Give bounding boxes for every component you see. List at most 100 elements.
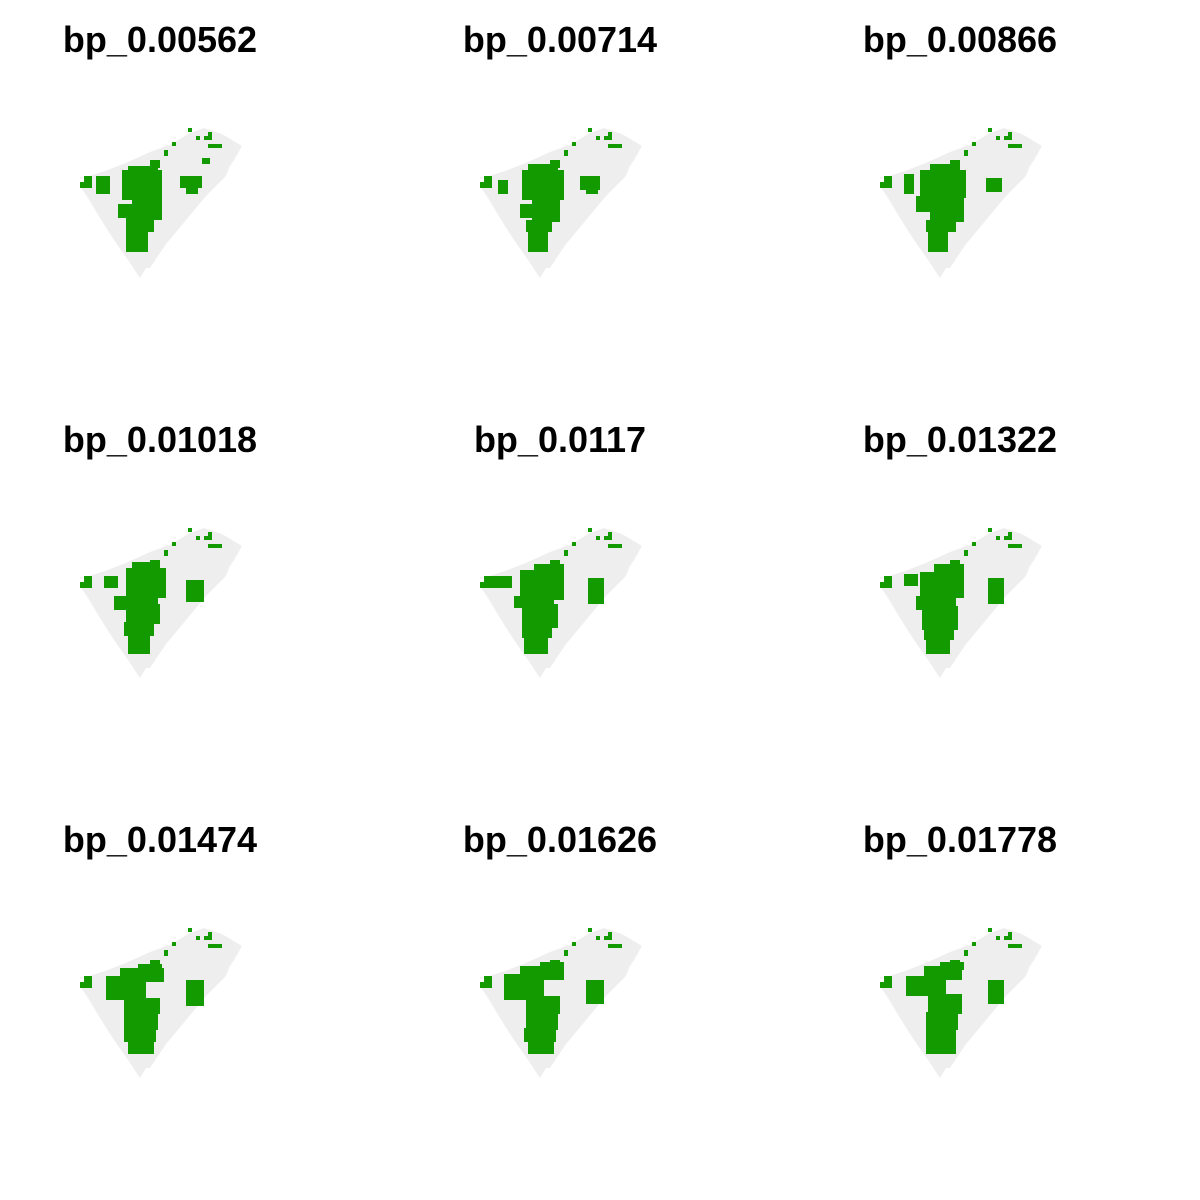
study-region (480, 528, 642, 678)
distribution-map (880, 128, 1042, 278)
presence-patch (132, 196, 162, 220)
presence-patch (988, 928, 992, 932)
distribution-map (80, 528, 242, 678)
presence-patch (934, 564, 964, 574)
presence-patch (588, 928, 592, 932)
map-panel-1: bp_0.00562 (0, 0, 400, 400)
presence-patch (480, 582, 492, 588)
map-panel-2: bp_0.00714 (400, 0, 800, 400)
presence-patch (588, 528, 592, 532)
presence-patch (172, 942, 176, 946)
presence-patch (964, 550, 968, 556)
presence-patch (126, 568, 166, 598)
presence-patch (124, 1012, 158, 1030)
presence-patch (596, 136, 600, 140)
presence-patch (884, 576, 892, 582)
presence-patch (104, 576, 118, 588)
presence-patch (202, 158, 210, 164)
distribution-map (80, 928, 242, 1078)
presence-patch (80, 182, 92, 188)
presence-cells (80, 528, 222, 654)
presence-patch (132, 562, 160, 570)
presence-patch (880, 582, 892, 588)
map-panel-6: bp_0.01322 (800, 400, 1200, 800)
presence-patch (996, 136, 1000, 140)
presence-patch (930, 196, 964, 222)
presence-patch (604, 936, 612, 940)
presence-patch (1004, 136, 1012, 140)
presence-patch (964, 950, 968, 956)
presence-patch (572, 942, 576, 946)
presence-patch (528, 1040, 554, 1054)
presence-patch (988, 578, 1004, 604)
study-region (480, 128, 642, 278)
presence-patch (188, 928, 192, 932)
presence-patch (188, 128, 192, 132)
presence-patch (498, 180, 508, 194)
presence-cells (80, 928, 222, 1054)
distribution-map (880, 528, 1042, 678)
presence-patch (118, 204, 136, 218)
presence-patch (926, 1040, 956, 1054)
presence-patch (880, 982, 892, 988)
presence-patch (608, 132, 612, 136)
presence-patch (80, 982, 92, 988)
distribution-map (480, 928, 642, 1078)
panel-title: bp_0.00562 (62, 19, 258, 60)
presence-patch (540, 962, 564, 970)
presence-patch (186, 186, 198, 194)
presence-patch (920, 170, 966, 198)
study-region-edge (146, 546, 242, 668)
presence-patch (528, 232, 548, 252)
presence-patch (608, 932, 612, 936)
study-region-edge (546, 146, 642, 268)
presence-patch (940, 962, 964, 970)
presence-patch (186, 580, 204, 602)
presence-patch (1008, 532, 1012, 536)
presence-patch (564, 550, 568, 556)
presence-cells (480, 528, 622, 654)
presence-patch (124, 998, 160, 1014)
presence-patch (208, 532, 212, 536)
presence-patch (520, 570, 564, 600)
presence-patch (586, 188, 598, 194)
presence-patch (904, 574, 918, 586)
presence-patch (138, 964, 162, 972)
presence-patch (204, 136, 212, 140)
presence-patch (126, 604, 160, 624)
presence-patch (528, 164, 558, 172)
presence-patch (196, 136, 200, 140)
presence-patch (484, 176, 492, 182)
map-panel-7: bp_0.01474 (0, 800, 400, 1200)
presence-patch (80, 582, 92, 588)
panel-title: bp_0.01626 (462, 819, 658, 860)
presence-patch (126, 218, 154, 232)
presence-patch (1008, 132, 1012, 136)
panel-title: bp_0.01322 (862, 419, 1058, 460)
presence-patch (564, 150, 568, 156)
study-region (80, 928, 242, 1078)
presence-patch (1004, 936, 1012, 940)
presence-patch (480, 182, 492, 188)
presence-cells (880, 528, 1022, 654)
study-region-edge (946, 546, 1042, 668)
presence-patch (926, 220, 956, 232)
presence-patch (84, 976, 92, 982)
presence-patch (96, 176, 110, 194)
presence-patch (988, 980, 1004, 1004)
panel-title: bp_0.0117 (473, 419, 647, 460)
presence-patch (926, 1028, 956, 1042)
presence-patch (128, 634, 150, 654)
presence-patch (164, 550, 168, 556)
study-region-edge (546, 546, 642, 668)
presence-patch (524, 1028, 556, 1042)
presence-patch (972, 142, 976, 146)
map-panel-9: bp_0.01778 (800, 800, 1200, 1200)
presence-patch (522, 624, 552, 638)
presence-patch (172, 542, 176, 546)
map-panel-4: bp_0.01018 (0, 400, 400, 800)
study-region (880, 528, 1042, 678)
presence-patch (84, 176, 92, 182)
presence-patch (526, 1012, 558, 1030)
study-region-edge (946, 146, 1042, 268)
